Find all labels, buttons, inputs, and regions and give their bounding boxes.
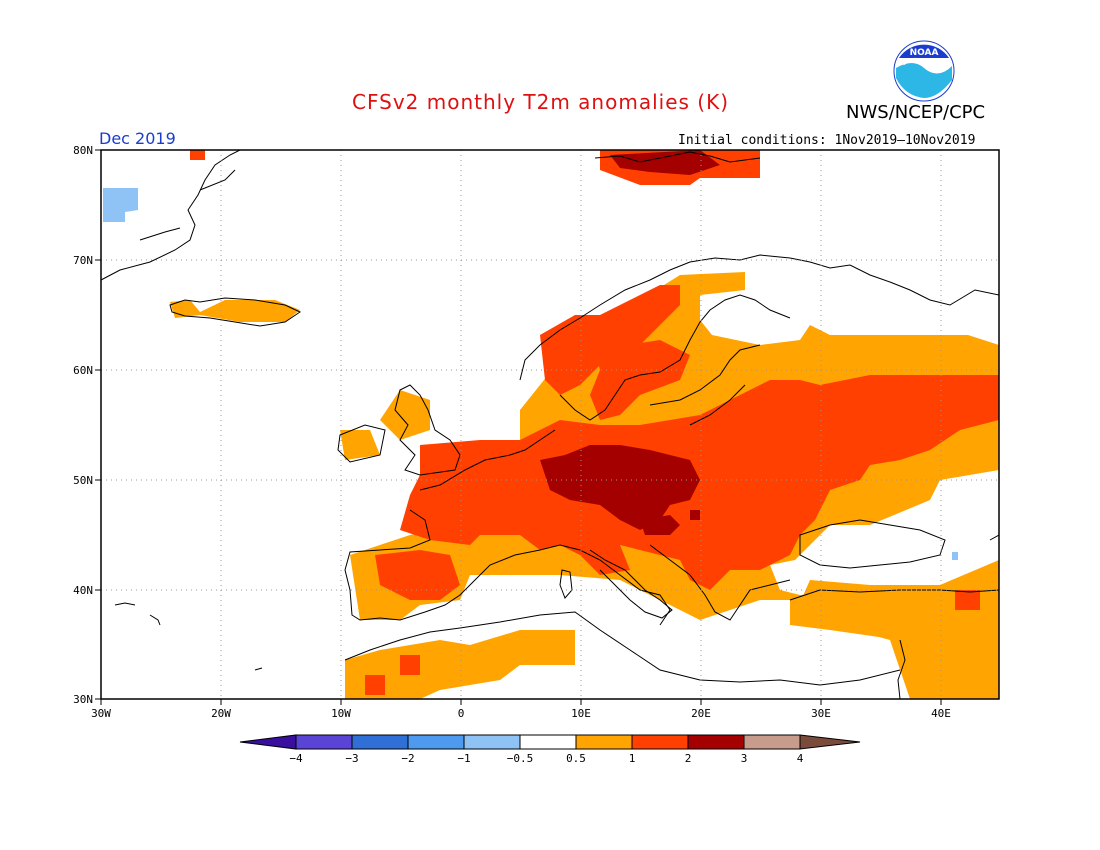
colorbar-labels: −4 −3 −2 −1 −0.5 0.5 1 2 3 4 [289,752,803,765]
lat-label: 40N [73,584,93,597]
colorbar-label: 0.5 [566,752,586,765]
colorbar-bin [519,734,577,750]
lon-label: 20E [691,707,711,720]
colorbar-label: −1 [457,752,470,765]
colorbar-bin [687,734,745,750]
lon-label: 20W [211,707,231,720]
colorbar-bin [575,734,633,750]
colorbar [239,734,861,750]
lon-labels: 30W 20W 10W 0 10E 20E 30E 40E [91,707,951,720]
colorbar-label: 4 [797,752,804,765]
anomaly-neg-0.5-1 [103,188,958,560]
lon-label: 0 [458,707,465,720]
colorbar-bin [463,734,521,750]
anomaly-2-3 [540,150,720,535]
tick-marks [95,149,942,705]
lon-label: 10E [571,707,591,720]
colorbar-bin [631,734,689,750]
map-title: CFSv2 monthly T2m anomalies (K) [352,90,729,114]
anomaly-shading [103,150,999,699]
map-frame [100,149,1000,700]
colorbar-label: −2 [401,752,414,765]
colorbar-label: 1 [629,752,636,765]
lat-label: 80N [73,144,93,157]
lon-label: 10W [331,707,351,720]
coastlines [101,150,999,699]
svg-text:NOAA: NOAA [910,48,939,58]
colorbar-label: 3 [741,752,748,765]
lat-label: 50N [73,474,93,487]
lat-label: 60N [73,364,93,377]
colorbar-label: −3 [345,752,358,765]
initial-conditions: Initial conditions: 1Nov2019–10Nov2019 [678,133,976,148]
lon-label: 30E [811,707,831,720]
colorbar-arrow-low [239,734,297,750]
lat-label: 30N [73,693,93,706]
colorbar-label: 2 [685,752,692,765]
colorbar-bin [351,734,409,750]
lon-label: 30W [91,707,111,720]
agency-label: NWS/NCEP/CPC [846,102,986,123]
anomaly-1-2 [190,150,999,695]
colorbar-label: −4 [289,752,303,765]
lat-label: 70N [73,254,93,267]
colorbar-bin [295,734,353,750]
colorbar-label: −0.5 [507,752,534,765]
colorbar-bin [743,734,801,750]
colorbar-arrow-high [799,734,861,750]
forecast-month: Dec 2019 [99,129,176,148]
colorbar-bin [407,734,465,750]
lat-labels: 80N 70N 60N 50N 40N 30N [73,144,93,706]
lon-label: 40E [931,707,951,720]
noaa-logo-icon: NOAA [893,40,955,102]
